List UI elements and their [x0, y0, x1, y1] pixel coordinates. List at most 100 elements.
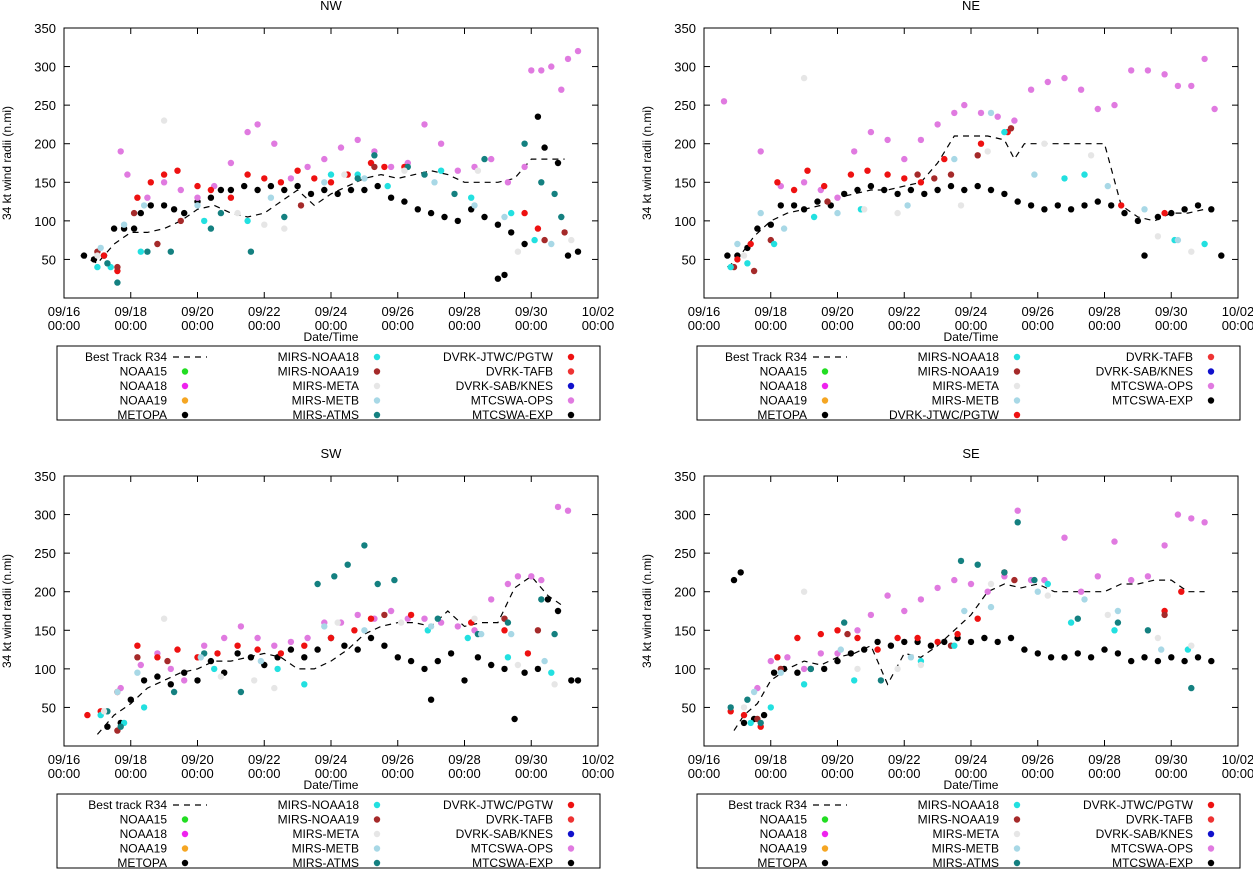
point-metopa [1041, 206, 1048, 213]
point-mirs-metb [1141, 206, 1148, 213]
point-mirs-meta [514, 661, 522, 669]
point-mirs-noaa18 [201, 217, 208, 225]
point-mtcswa-ops [354, 611, 361, 619]
point-mirs-metb [1031, 171, 1038, 178]
point-mirs-metb [904, 202, 911, 209]
point-mirs-metb [987, 603, 995, 611]
y-tick-label: 250 [34, 98, 56, 113]
point-metopa [1014, 198, 1021, 205]
x-tick-date: 10/02 [1222, 304, 1253, 319]
point-metopa [1114, 650, 1122, 657]
point-dvrk-jtwc-pgtw [804, 167, 811, 174]
point-metopa [441, 213, 448, 221]
point-mirs-atms [841, 619, 848, 626]
legend-label: DVRK-TAFB [486, 813, 553, 827]
point-dvrk-jtwc-pgtw [227, 194, 235, 201]
point-mirs-atms [361, 542, 368, 549]
point-mirs-metb [120, 221, 128, 228]
point-mirs-atms [104, 260, 111, 267]
point-mirs-noaa18 [468, 194, 475, 201]
legend-dot-swatch [1207, 830, 1215, 838]
point-mirs-atms [957, 557, 965, 565]
point-mtcswa-ops [528, 573, 535, 580]
point-metopa [511, 715, 518, 723]
legend-dot-swatch [567, 859, 575, 867]
point-metopa [901, 638, 908, 646]
point-mirs-noaa19 [164, 657, 171, 665]
point-mtcswa-ops [421, 615, 428, 622]
legend-dot-swatch [1013, 816, 1021, 823]
point-mirs-meta [160, 117, 168, 124]
legend-dot-swatch [1013, 845, 1021, 852]
x-tick-date: 09/24 [955, 752, 988, 767]
legend-label: METOPA [757, 856, 807, 870]
y-axis-label: 34 kt wind radii (n.mi) [640, 106, 654, 220]
point-dvrk-jtwc-pgtw [821, 182, 828, 190]
point-mtcswa-ops [800, 179, 808, 186]
point-metopa [1168, 654, 1175, 661]
point-metopa [1001, 190, 1008, 198]
point-metopa [181, 669, 188, 676]
point-metopa [1101, 646, 1108, 653]
point-metopa [374, 182, 381, 190]
point-mirs-metb [907, 654, 915, 661]
legend-label: MIRS-ATMS [293, 408, 359, 422]
legend-dot-swatch [567, 816, 575, 823]
point-mirs-noaa19 [114, 263, 121, 271]
point-metopa [1218, 252, 1225, 259]
point-mtcswa-ops [538, 576, 545, 584]
point-mirs-metb [134, 669, 141, 676]
legend-dot-swatch [181, 411, 189, 419]
point-mirs-meta [894, 209, 901, 217]
x-tick-time: 00:00 [955, 318, 988, 333]
x-tick-time: 00:00 [448, 318, 481, 333]
y-tick-label: 250 [674, 546, 696, 561]
legend-dot-swatch [181, 845, 189, 852]
point-mirs-atms [237, 688, 245, 696]
legend-dot-swatch [567, 801, 575, 809]
x-tick-time: 00:00 [688, 318, 721, 333]
point-mtcswa-ops [1161, 71, 1168, 78]
point-metopa [564, 252, 572, 259]
point-mirs-meta [740, 252, 748, 259]
y-tick-label: 50 [42, 252, 56, 267]
data-layer [727, 507, 1215, 731]
point-metopa [501, 665, 508, 673]
point-mtcswa-ops [720, 98, 728, 105]
point-mtcswa-ops [227, 159, 235, 167]
x-tick-date: 09/28 [448, 752, 481, 767]
point-mtcswa-ops [884, 592, 891, 599]
x-tick-time: 00:00 [1222, 318, 1253, 333]
point-mirs-noaa18 [531, 236, 538, 244]
point-mirs-atms [167, 248, 174, 255]
point-mtcswa-ops [961, 101, 968, 109]
x-tick-date: 09/22 [888, 304, 921, 319]
point-metopa [247, 654, 255, 661]
point-mtcswa-ops [181, 677, 188, 684]
legend-dot-swatch [1207, 801, 1215, 809]
legend-label: MIRS-NOAA19 [278, 365, 360, 379]
point-metopa [987, 186, 995, 194]
legend-label: MTCSWA-EXP [472, 408, 553, 422]
point-mtcswa-ops [194, 194, 201, 201]
point-metopa [554, 159, 562, 167]
point-metopa [800, 206, 808, 213]
point-mirs-meta [568, 236, 575, 244]
point-metopa [730, 576, 738, 584]
point-metopa [104, 723, 111, 730]
point-metopa [301, 654, 308, 661]
point-mirs-metb [361, 175, 368, 182]
legend-dot-swatch [1013, 368, 1021, 375]
legend-label: MIRS-METB [932, 842, 999, 856]
point-mtcswa-ops [1094, 105, 1101, 113]
point-mirs-noaa18 [744, 260, 751, 267]
x-tick-date: 09/28 [1088, 752, 1121, 767]
legend-dot-swatch [181, 368, 189, 375]
legend-label: MIRS-ATMS [933, 856, 999, 870]
point-mirs-metb [97, 244, 104, 252]
point-mtcswa-ops [1027, 86, 1035, 93]
point-mirs-atms [1144, 627, 1152, 634]
legend-label: MTCSWA-EXP [472, 856, 553, 870]
point-mirs-atms [331, 573, 338, 580]
point-mirs-metb [750, 688, 758, 696]
